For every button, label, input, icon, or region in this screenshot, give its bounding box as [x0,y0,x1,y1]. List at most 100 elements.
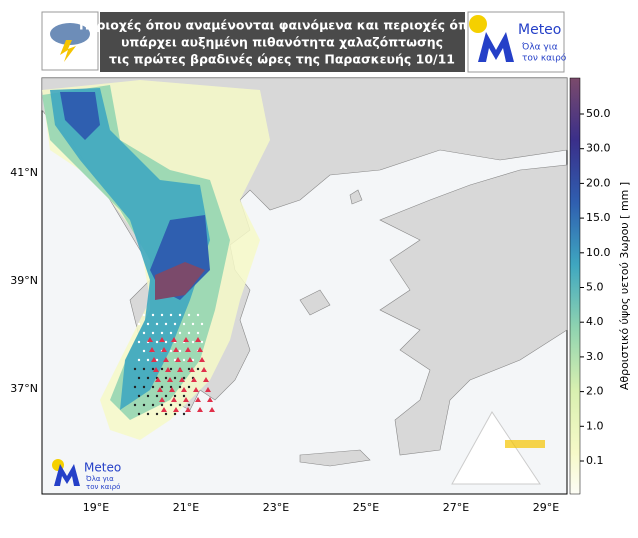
title-line: υπάρχει αυξημένη πιθανότητα χαλαζόπτωσης [121,35,443,50]
lightning-icon [60,40,76,62]
hail-triangle [201,367,207,372]
hail-dot [200,340,204,344]
hail-triangle [173,407,179,412]
hail-triangle [179,377,185,382]
hail-dot [173,358,177,362]
hail-dot [178,331,182,335]
hail-dot [191,340,195,344]
hail-triangle [193,387,199,392]
logo-slogan: Όλα για [521,42,558,53]
hail-dot [142,313,146,317]
hail-dot [151,331,155,335]
lon-label: 27°E [443,501,469,514]
lon-label: 19°E [83,501,109,514]
hail-dot [151,313,155,317]
hail-triangle [165,367,171,372]
colorbar-tick-label: 2.0 [586,385,604,398]
hail-dot [137,394,141,398]
hail-triangle [195,337,201,342]
hail-dot [169,385,173,389]
title-line: τις πρώτες βραδινές ώρες της Παρασκευής … [109,52,455,67]
hail-triangle [199,357,205,362]
hail-dot [196,313,200,317]
hail-dot [178,403,182,407]
hail-triangle [177,367,183,372]
hail-triangle [195,397,201,402]
hail-markers [133,313,215,416]
logo-name: Meteo [84,461,121,475]
lon-label: 29°E [533,501,559,514]
hail-dot [187,367,191,371]
hail-triangle [189,367,195,372]
hail-dot [137,340,141,344]
title: Περιοχές όπου αναμένονται φαινόμενα και … [79,18,485,67]
lat-label: 37°N [10,382,38,395]
hail-dot [182,412,186,416]
lat-labels: 41°N 39°N 37°N [10,166,38,395]
lat-label: 41°N [10,166,38,179]
colorbar-tick-label: 50.0 [586,107,611,120]
hail-dot [169,349,173,353]
hail-triangle [205,387,211,392]
logo-slogan: τον καιρό [522,53,567,64]
colorbar [569,77,581,495]
logo-slogan: Όλα για [85,475,114,483]
hail-dot [178,313,182,317]
hail-dot [137,412,141,416]
lon-label: 23°E [263,501,289,514]
colorbar-tick-label: 30.0 [586,142,611,155]
hail-dot [164,412,168,416]
hail-dot [160,403,164,407]
hail-dot [187,331,191,335]
colorbar-label: Αθροιστικό ύψος υετού 3ωρου [ mm ] [618,182,631,390]
hail-dot [155,412,159,416]
hail-dot [200,322,204,326]
hail-dot [142,385,146,389]
hail-dot [137,358,141,362]
hail-dot [196,331,200,335]
hail-triangle [183,397,189,402]
hail-dot [173,376,177,380]
hail-dot [160,331,164,335]
hail-dot [151,403,155,407]
hail-dot [164,340,168,344]
hail-triangle [159,397,165,402]
hail-triangle [197,347,203,352]
hail-triangle [191,377,197,382]
colorbar-tick-label: 1.0 [586,419,604,432]
hail-triangle [167,377,173,382]
hail-dot [187,403,191,407]
logo-mark [54,464,80,486]
hail-triangle [183,337,189,342]
hail-triangle [181,387,187,392]
hail-dot [142,403,146,407]
logo-name: Meteo [518,22,561,38]
title-line: Περιοχές όπου αναμένονται φαινόμενα και … [79,18,485,33]
hail-triangle [147,337,153,342]
hail-triangle [171,337,177,342]
hail-dot [169,313,173,317]
hail-dot [160,367,164,371]
colorbar-tick-label: 5.0 [586,281,604,294]
hail-dot [146,376,150,380]
hail-dot [137,376,141,380]
colorbar-tick-label: 20.0 [586,176,611,189]
hail-triangle [187,357,193,362]
colorbar-tick-label: 0.1 [586,454,604,467]
precipitation [42,80,270,440]
hail-dot [187,313,191,317]
lon-label: 25°E [353,501,379,514]
hail-dot [142,367,146,371]
hail-dot [146,322,150,326]
hail-dot [142,349,146,353]
hail-dot [169,331,173,335]
hail-triangle [207,397,213,402]
hail-triangle [163,357,169,362]
hail-dot [155,358,159,362]
hail-dot [191,358,195,362]
hail-dot [164,394,168,398]
colorbar-tick-label: 15.0 [586,211,611,224]
hail-dot [155,340,159,344]
hail-triangle [155,377,161,382]
hail-dot [146,358,150,362]
